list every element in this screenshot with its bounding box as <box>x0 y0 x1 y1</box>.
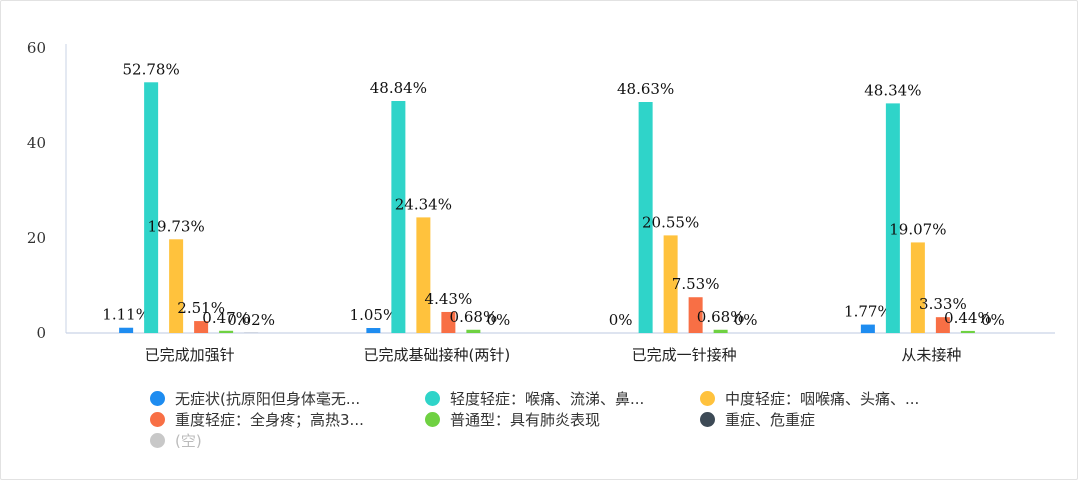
legend-swatch <box>425 411 440 427</box>
data-label: 0.47% <box>202 309 250 327</box>
data-label: 0% <box>734 311 758 329</box>
legend-item[interactable]: 普通型：具有肺炎表现 <box>425 409 600 429</box>
legend-item[interactable]: 轻度轻症：喉痛、流涕、鼻... <box>425 388 644 408</box>
x-tick-label: 已完成一针接种 <box>632 346 737 364</box>
data-label: 0% <box>609 311 633 329</box>
data-label: 1.77% <box>844 303 892 321</box>
legend-swatch <box>700 411 715 427</box>
legend-label: 中度轻症：咽喉痛、头痛、... <box>725 389 920 408</box>
y-tick-label: 20 <box>27 229 46 247</box>
bar <box>194 321 209 333</box>
y-tick-label: 60 <box>27 39 46 57</box>
bar <box>935 317 950 333</box>
bar <box>416 217 431 333</box>
legend-item[interactable]: 中度轻症：咽喉痛、头痛、... <box>700 388 919 408</box>
bar <box>860 324 875 333</box>
bar <box>144 82 159 333</box>
bar <box>663 235 678 333</box>
bar <box>119 327 134 333</box>
bar <box>910 242 925 333</box>
legend-item[interactable]: (空) <box>150 430 202 450</box>
bar <box>713 329 728 333</box>
bar <box>688 297 703 333</box>
y-tick-label: 40 <box>27 134 46 152</box>
x-tick-label: 已完成基础接种(两针) <box>364 346 511 364</box>
data-label: 0.44% <box>944 309 992 327</box>
data-label: 48.84% <box>370 79 427 97</box>
data-label: 1.11% <box>102 306 150 324</box>
bar <box>885 103 900 333</box>
data-label: 52.78% <box>123 60 180 78</box>
bar <box>466 329 481 333</box>
bar <box>441 311 456 333</box>
legend-swatch <box>150 411 165 427</box>
legend-swatch <box>700 390 715 406</box>
data-label: 1.05% <box>350 306 398 324</box>
data-label: 19.73% <box>148 217 205 235</box>
data-label: 3.33% <box>919 295 967 313</box>
data-label: 19.07% <box>889 220 946 238</box>
bar <box>219 330 234 333</box>
data-label: 48.34% <box>864 81 921 99</box>
legend-swatch <box>150 390 165 406</box>
x-tick-label: 已完成加强针 <box>145 346 235 364</box>
data-label: 0.68% <box>697 308 745 326</box>
legend-label: 重度轻症：全身疼；高热3... <box>175 410 364 429</box>
data-label: 20.55% <box>642 213 699 231</box>
data-label: 7.53% <box>672 275 720 293</box>
bar <box>638 102 653 333</box>
legend-label: 普通型：具有肺炎表现 <box>450 410 601 429</box>
legend-swatch <box>425 390 440 406</box>
bar <box>391 101 406 333</box>
data-label: 0.68% <box>450 308 498 326</box>
data-label: 0% <box>981 311 1005 329</box>
data-label: 2.51% <box>177 299 225 317</box>
data-label: 24.34% <box>395 195 452 213</box>
bar <box>960 330 975 333</box>
data-label: 0.02% <box>227 311 275 329</box>
legend-label: 重症、危重症 <box>725 410 816 429</box>
grouped-bar-chart: 0 20 40 60 已完成加强针 1.11% 52.78% 19.73% 2.51%0.47%… <box>27 39 1055 364</box>
legend-item[interactable]: 重症、危重症 <box>700 409 815 429</box>
legend-label: 轻度轻症：喉痛、流涕、鼻... <box>450 389 645 408</box>
data-label: 48.63% <box>617 80 674 98</box>
y-tick-label: 0 <box>36 324 46 342</box>
legend-label: (空) <box>175 431 202 450</box>
bar <box>169 239 184 333</box>
legend-item[interactable]: 重度轻症：全身疼；高热3... <box>150 409 364 429</box>
bar <box>366 328 381 333</box>
data-label: 0% <box>486 311 510 329</box>
data-label: 4.43% <box>425 290 473 308</box>
x-tick-label: 从未接种 <box>901 346 961 364</box>
legend-swatch <box>150 432 165 448</box>
legend-label: 无症状(抗原阳但身体毫无... <box>175 389 361 408</box>
legend-item[interactable]: 无症状(抗原阳但身体毫无... <box>150 388 360 408</box>
